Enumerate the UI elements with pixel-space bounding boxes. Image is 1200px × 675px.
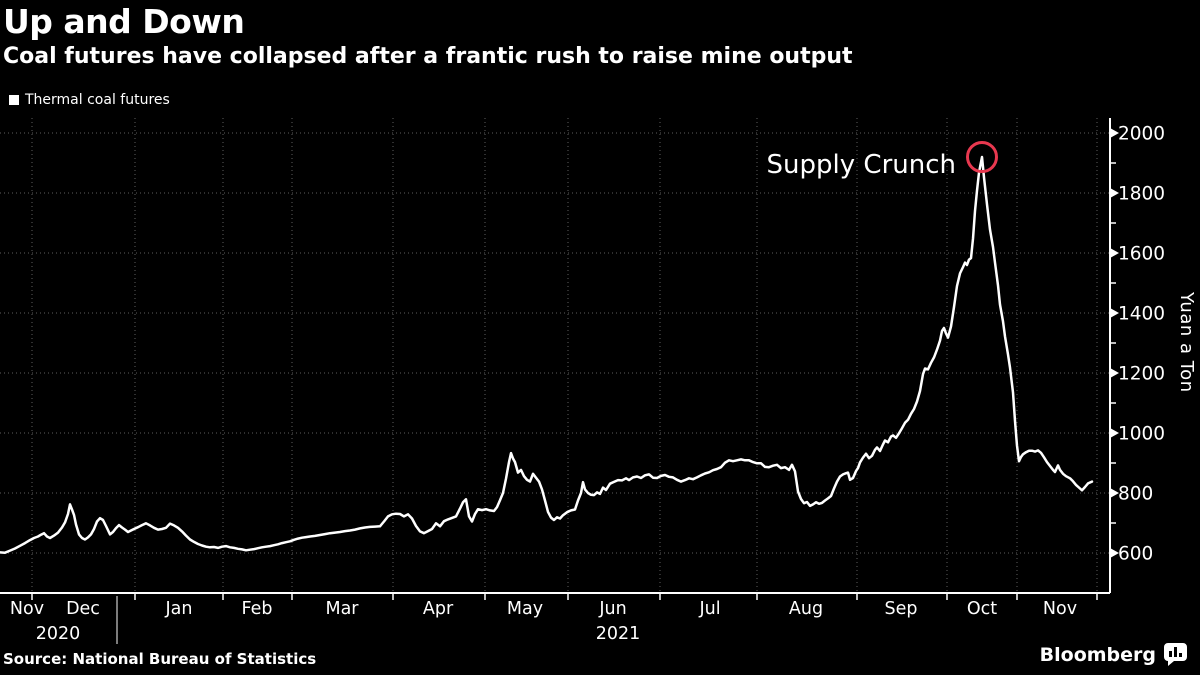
series-line	[0, 155, 1094, 554]
y-tick-arrow	[1110, 488, 1119, 498]
x-year-label: 2020	[36, 624, 81, 644]
y-tick-arrow	[1110, 428, 1119, 438]
x-month-label: Jun	[598, 599, 626, 619]
x-month-label: Jul	[698, 599, 720, 619]
legend-label: Thermal coal futures	[25, 92, 170, 108]
source-credit: Source: National Bureau of Statistics	[3, 650, 317, 668]
y-tick-arrow	[1110, 128, 1119, 138]
y-tick-label: 600	[1118, 544, 1153, 565]
y-tick-label: 1400	[1118, 304, 1165, 325]
y-tick-label: 1800	[1118, 184, 1165, 205]
y-axis-title: Yuan a Ton	[1176, 291, 1197, 393]
y-tick-arrow	[1110, 188, 1119, 198]
x-month-label: Apr	[423, 599, 454, 619]
y-tick-arrow	[1110, 368, 1119, 378]
page-title: Up and Down	[3, 2, 245, 41]
x-month-label: Sep	[885, 599, 918, 619]
annotation-text: Supply Crunch	[767, 150, 956, 180]
legend-swatch-icon	[9, 95, 19, 105]
y-tick-label: 1600	[1118, 244, 1165, 265]
page-subtitle: Coal futures have collapsed after a fran…	[3, 44, 853, 69]
legend: Thermal coal futures	[9, 92, 170, 108]
y-tick-label: 2000	[1118, 124, 1165, 145]
x-year-label: 2021	[596, 624, 641, 644]
y-tick-label: 1000	[1118, 424, 1165, 445]
x-month-label: Mar	[325, 599, 359, 619]
bloomberg-wordmark: Bloomberg	[1039, 643, 1156, 666]
y-tick-label: 800	[1118, 484, 1153, 505]
x-month-label: Aug	[789, 599, 823, 619]
y-tick-arrow	[1110, 248, 1119, 258]
y-tick-arrow	[1110, 548, 1119, 558]
x-month-label: Nov	[10, 599, 44, 619]
bloomberg-brand: Bloomberg	[1040, 643, 1187, 666]
x-month-label: Dec	[66, 599, 100, 619]
y-tick-label: 1200	[1118, 364, 1165, 385]
x-month-label: May	[507, 599, 543, 619]
bar-chart-bubble-icon	[1164, 643, 1187, 666]
y-tick-arrow	[1110, 308, 1119, 318]
x-month-label: Nov	[1043, 599, 1077, 619]
x-month-label: Feb	[242, 599, 273, 619]
x-month-label: Jan	[165, 599, 193, 619]
annotation-circle	[966, 141, 998, 173]
x-month-label: Oct	[967, 599, 997, 619]
